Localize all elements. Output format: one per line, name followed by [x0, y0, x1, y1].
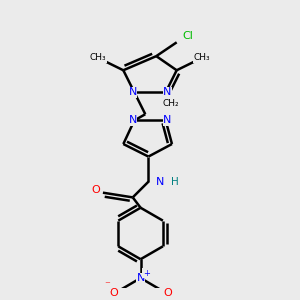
Text: CH₃: CH₃ — [194, 53, 210, 62]
Text: N: N — [128, 87, 137, 97]
Text: CH₃: CH₃ — [90, 53, 106, 62]
Text: Cl: Cl — [182, 31, 193, 41]
Text: N: N — [163, 116, 172, 125]
Text: +: + — [143, 268, 150, 278]
Text: O: O — [110, 288, 118, 298]
Text: N: N — [136, 273, 145, 283]
Text: N: N — [128, 116, 137, 125]
Text: ⁻: ⁻ — [105, 280, 111, 291]
Text: N: N — [163, 87, 172, 97]
Text: N: N — [156, 177, 165, 187]
Text: O: O — [163, 288, 172, 298]
Text: O: O — [92, 185, 100, 195]
Text: H: H — [171, 177, 179, 187]
Text: CH₂: CH₂ — [163, 99, 179, 108]
